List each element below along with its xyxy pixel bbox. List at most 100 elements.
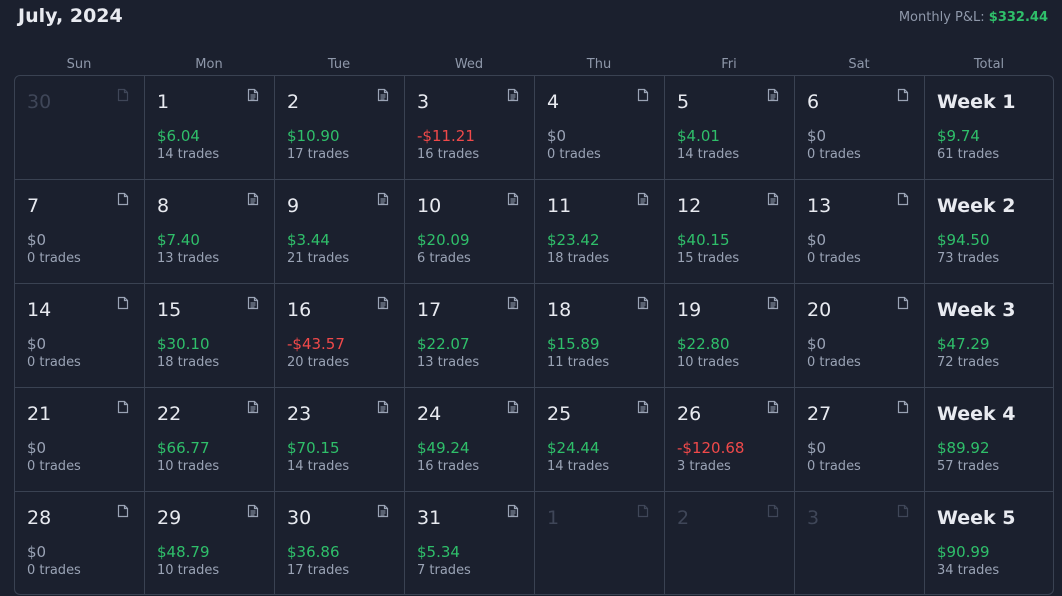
- note-icon[interactable]: [377, 296, 389, 310]
- note-icon[interactable]: [247, 88, 259, 102]
- day-cell[interactable]: 1 $6.04 14 trades: [145, 76, 275, 180]
- day-cell[interactable]: 8 $7.40 13 trades: [145, 180, 275, 284]
- note-icon[interactable]: [637, 296, 649, 310]
- day-cell[interactable]: 29 $48.79 10 trades: [145, 492, 275, 594]
- note-icon[interactable]: [507, 504, 519, 518]
- note-icon[interactable]: [247, 296, 259, 310]
- day-pnl: $30.10: [157, 335, 210, 353]
- note-icon[interactable]: [767, 400, 779, 414]
- day-cell[interactable]: 9 $3.44 21 trades: [275, 180, 405, 284]
- note-icon[interactable]: [767, 88, 779, 102]
- week-trades: 73 trades: [937, 251, 1000, 266]
- day-number: 4: [547, 91, 560, 113]
- note-icon[interactable]: [897, 88, 909, 102]
- note-icon[interactable]: [247, 192, 259, 206]
- day-cell[interactable]: 2 $10.90 17 trades: [275, 76, 405, 180]
- note-icon[interactable]: [117, 88, 129, 102]
- day-pnl: -$11.21: [417, 127, 475, 145]
- note-icon[interactable]: [767, 504, 779, 518]
- day-cell[interactable]: 31 $5.34 7 trades: [405, 492, 535, 594]
- day-trades: 0 trades: [807, 355, 861, 370]
- note-icon[interactable]: [377, 88, 389, 102]
- day-cell[interactable]: 1: [535, 492, 665, 594]
- note-icon[interactable]: [247, 504, 259, 518]
- note-icon[interactable]: [637, 504, 649, 518]
- day-cell[interactable]: 20 $0 0 trades: [795, 284, 925, 388]
- day-trades: 16 trades: [417, 459, 480, 474]
- day-cell[interactable]: 22 $66.77 10 trades: [145, 388, 275, 492]
- week-label: Week 4: [937, 403, 1016, 425]
- note-icon[interactable]: [117, 504, 129, 518]
- day-trades: 10 trades: [157, 563, 220, 578]
- day-pnl: $0: [27, 439, 47, 457]
- day-cell[interactable]: 23 $70.15 14 trades: [275, 388, 405, 492]
- day-cell[interactable]: 4 $0 0 trades: [535, 76, 665, 180]
- day-cell[interactable]: 3 -$11.21 16 trades: [405, 76, 535, 180]
- note-icon[interactable]: [377, 192, 389, 206]
- day-cell[interactable]: 17 $22.07 13 trades: [405, 284, 535, 388]
- note-icon[interactable]: [897, 504, 909, 518]
- note-icon[interactable]: [767, 192, 779, 206]
- day-cell[interactable]: 25 $24.44 14 trades: [535, 388, 665, 492]
- day-number: 9: [287, 195, 300, 217]
- note-icon[interactable]: [117, 296, 129, 310]
- day-cell[interactable]: 15 $30.10 18 trades: [145, 284, 275, 388]
- note-icon[interactable]: [507, 296, 519, 310]
- day-trades: 6 trades: [417, 251, 471, 266]
- day-cell[interactable]: 30: [15, 76, 145, 180]
- day-cell[interactable]: 26 -$120.68 3 trades: [665, 388, 795, 492]
- day-cell[interactable]: 2: [665, 492, 795, 594]
- day-pnl: $22.80: [677, 335, 730, 353]
- note-icon[interactable]: [637, 88, 649, 102]
- day-cell[interactable]: 18 $15.89 11 trades: [535, 284, 665, 388]
- day-cell[interactable]: 27 $0 0 trades: [795, 388, 925, 492]
- note-icon[interactable]: [637, 400, 649, 414]
- note-icon[interactable]: [897, 296, 909, 310]
- note-icon[interactable]: [377, 504, 389, 518]
- day-cell[interactable]: 14 $0 0 trades: [15, 284, 145, 388]
- note-icon[interactable]: [897, 192, 909, 206]
- day-pnl: $22.07: [417, 335, 470, 353]
- day-number: 5: [677, 91, 690, 113]
- day-trades: 0 trades: [27, 251, 81, 266]
- day-cell[interactable]: 7 $0 0 trades: [15, 180, 145, 284]
- week-trades: 61 trades: [937, 147, 1000, 162]
- week-total-cell: Week 4 $89.92 57 trades: [925, 388, 1053, 492]
- day-trades: 18 trades: [547, 251, 610, 266]
- note-icon[interactable]: [117, 400, 129, 414]
- note-icon[interactable]: [247, 400, 259, 414]
- day-number: 18: [547, 299, 572, 321]
- day-cell[interactable]: 13 $0 0 trades: [795, 180, 925, 284]
- day-cell[interactable]: 11 $23.42 18 trades: [535, 180, 665, 284]
- note-icon[interactable]: [637, 192, 649, 206]
- day-pnl: $0: [27, 543, 47, 561]
- day-trades: 17 trades: [287, 563, 350, 578]
- day-cell[interactable]: 6 $0 0 trades: [795, 76, 925, 180]
- weekday-header: Mon: [195, 57, 223, 72]
- day-pnl: $36.86: [287, 543, 340, 561]
- note-icon[interactable]: [897, 400, 909, 414]
- day-number: 26: [677, 403, 702, 425]
- day-cell[interactable]: 19 $22.80 10 trades: [665, 284, 795, 388]
- note-icon[interactable]: [507, 192, 519, 206]
- day-cell[interactable]: 21 $0 0 trades: [15, 388, 145, 492]
- day-number: 25: [547, 403, 572, 425]
- day-cell[interactable]: 12 $40.15 15 trades: [665, 180, 795, 284]
- day-number: 15: [157, 299, 182, 321]
- note-icon[interactable]: [507, 400, 519, 414]
- day-cell[interactable]: 10 $20.09 6 trades: [405, 180, 535, 284]
- day-cell[interactable]: 5 $4.01 14 trades: [665, 76, 795, 180]
- weekday-header: Thu: [586, 57, 612, 72]
- day-cell[interactable]: 16 -$43.57 20 trades: [275, 284, 405, 388]
- note-icon[interactable]: [377, 400, 389, 414]
- note-icon[interactable]: [507, 88, 519, 102]
- day-trades: 0 trades: [807, 251, 861, 266]
- day-cell[interactable]: 24 $49.24 16 trades: [405, 388, 535, 492]
- day-cell[interactable]: 30 $36.86 17 trades: [275, 492, 405, 594]
- note-icon[interactable]: [767, 296, 779, 310]
- day-cell[interactable]: 28 $0 0 trades: [15, 492, 145, 594]
- day-cell[interactable]: 3: [795, 492, 925, 594]
- day-number: 30: [27, 91, 52, 113]
- note-icon[interactable]: [117, 192, 129, 206]
